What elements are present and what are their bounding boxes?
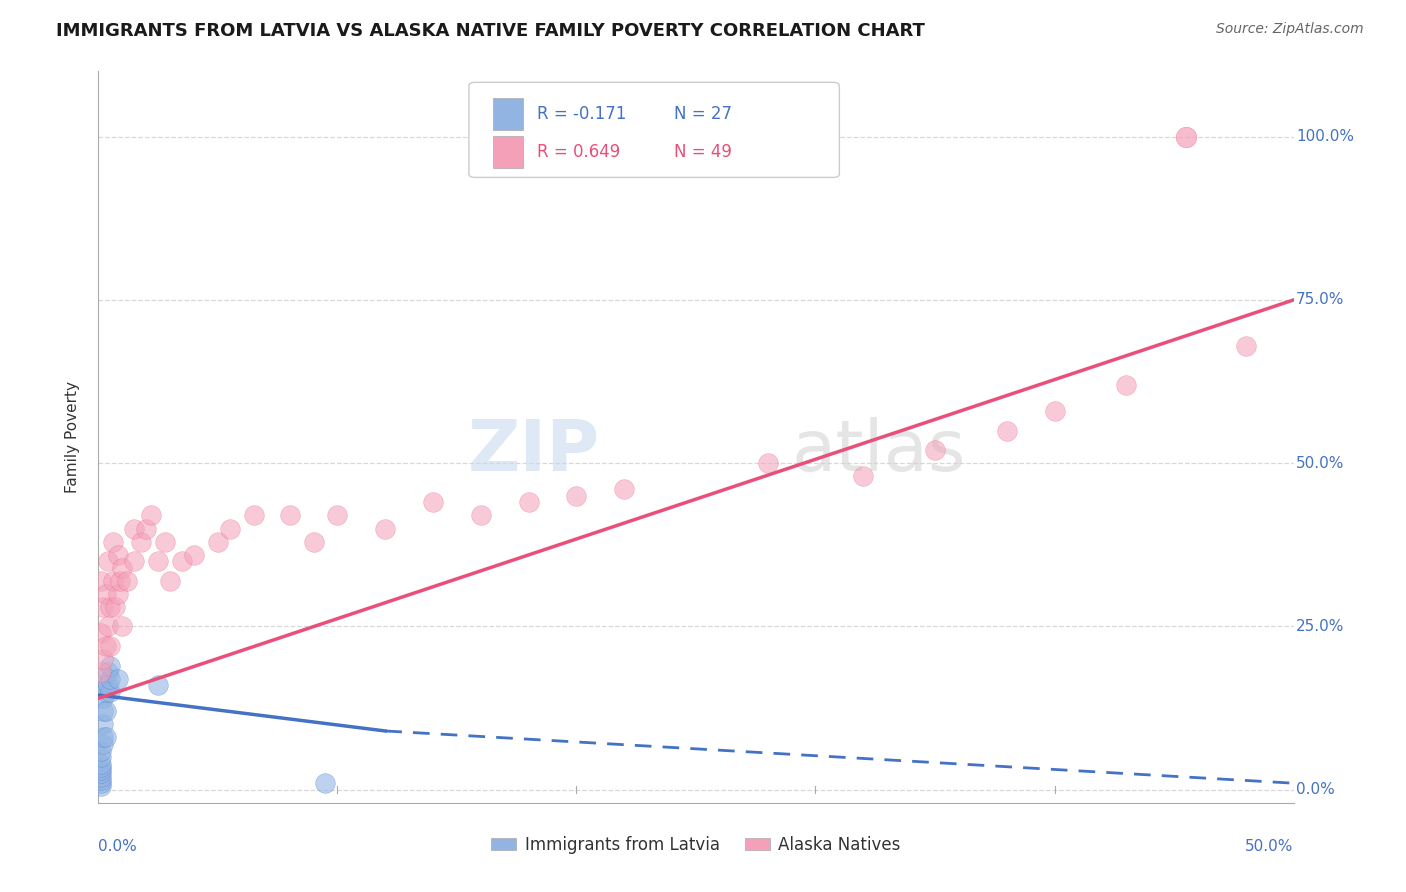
Point — [97, 554, 120, 568]
Text: R = 0.649: R = 0.649 — [537, 143, 620, 161]
Point — [1043, 404, 1066, 418]
Bar — [494, 136, 523, 168]
Point — [91, 737, 114, 751]
Point — [91, 691, 114, 706]
Text: 0.0%: 0.0% — [98, 838, 138, 854]
Point — [470, 508, 492, 523]
Point — [756, 456, 779, 470]
Point — [924, 443, 946, 458]
Bar — [494, 98, 523, 130]
Point — [613, 483, 636, 497]
Text: 25.0%: 25.0% — [1296, 619, 1344, 634]
Point — [565, 489, 588, 503]
Point — [148, 678, 170, 692]
Point — [139, 508, 162, 523]
FancyBboxPatch shape — [470, 82, 839, 178]
Legend: Immigrants from Latvia, Alaska Natives: Immigrants from Latvia, Alaska Natives — [485, 829, 907, 860]
Point — [90, 772, 112, 787]
Point — [1175, 129, 1198, 144]
Point — [91, 717, 114, 731]
Point — [995, 424, 1018, 438]
Point — [374, 521, 396, 535]
Text: 50.0%: 50.0% — [1246, 838, 1294, 854]
Point — [108, 574, 131, 588]
Point — [1234, 338, 1257, 352]
Text: 75.0%: 75.0% — [1296, 293, 1344, 308]
Point — [107, 548, 129, 562]
Point — [90, 770, 112, 784]
Text: N = 27: N = 27 — [675, 105, 733, 123]
Point — [90, 665, 112, 680]
Point — [91, 652, 114, 666]
Point — [243, 508, 266, 523]
Point — [148, 554, 170, 568]
Point — [90, 743, 112, 757]
Point — [219, 521, 242, 535]
Text: 0.0%: 0.0% — [1296, 782, 1334, 797]
Point — [98, 685, 122, 699]
Point — [90, 760, 112, 774]
Point — [111, 560, 134, 574]
Point — [135, 521, 157, 535]
Point — [155, 534, 177, 549]
Point — [90, 750, 112, 764]
Point — [111, 619, 134, 633]
Point — [90, 626, 112, 640]
Point — [852, 469, 875, 483]
Text: N = 49: N = 49 — [675, 143, 733, 161]
Point — [1115, 377, 1137, 392]
Point — [90, 763, 112, 777]
Point — [124, 554, 146, 568]
Text: R = -0.171: R = -0.171 — [537, 105, 627, 123]
Point — [98, 658, 122, 673]
Point — [90, 756, 112, 771]
Point — [97, 619, 120, 633]
Point — [159, 574, 181, 588]
Point — [98, 672, 122, 686]
Point — [101, 574, 124, 588]
Point — [278, 508, 301, 523]
Point — [98, 599, 122, 614]
Point — [104, 599, 127, 614]
Text: 100.0%: 100.0% — [1296, 129, 1354, 145]
Point — [91, 599, 114, 614]
Point — [207, 534, 229, 549]
Point — [131, 534, 153, 549]
Text: atlas: atlas — [792, 417, 966, 486]
Point — [98, 639, 122, 653]
Point — [315, 776, 337, 790]
Text: ZIP: ZIP — [468, 417, 600, 486]
Text: Source: ZipAtlas.com: Source: ZipAtlas.com — [1216, 22, 1364, 37]
Point — [172, 554, 194, 568]
Y-axis label: Family Poverty: Family Poverty — [65, 381, 80, 493]
Point — [183, 548, 205, 562]
Point — [326, 508, 349, 523]
Point — [91, 705, 114, 719]
Point — [107, 672, 129, 686]
Point — [91, 731, 114, 745]
Point — [115, 574, 138, 588]
Point — [91, 678, 114, 692]
Point — [94, 705, 117, 719]
Point — [90, 766, 112, 780]
Point — [94, 685, 117, 699]
Point — [302, 534, 325, 549]
Text: 50.0%: 50.0% — [1296, 456, 1344, 471]
Point — [517, 495, 540, 509]
Point — [94, 587, 117, 601]
Point — [90, 776, 112, 790]
Point — [97, 678, 120, 692]
Point — [90, 574, 112, 588]
Point — [94, 731, 117, 745]
Point — [101, 534, 124, 549]
Point — [94, 639, 117, 653]
Point — [107, 587, 129, 601]
Point — [422, 495, 444, 509]
Text: IMMIGRANTS FROM LATVIA VS ALASKA NATIVE FAMILY POVERTY CORRELATION CHART: IMMIGRANTS FROM LATVIA VS ALASKA NATIVE … — [56, 22, 925, 40]
Point — [124, 521, 146, 535]
Point — [90, 780, 112, 794]
Point — [97, 665, 120, 680]
